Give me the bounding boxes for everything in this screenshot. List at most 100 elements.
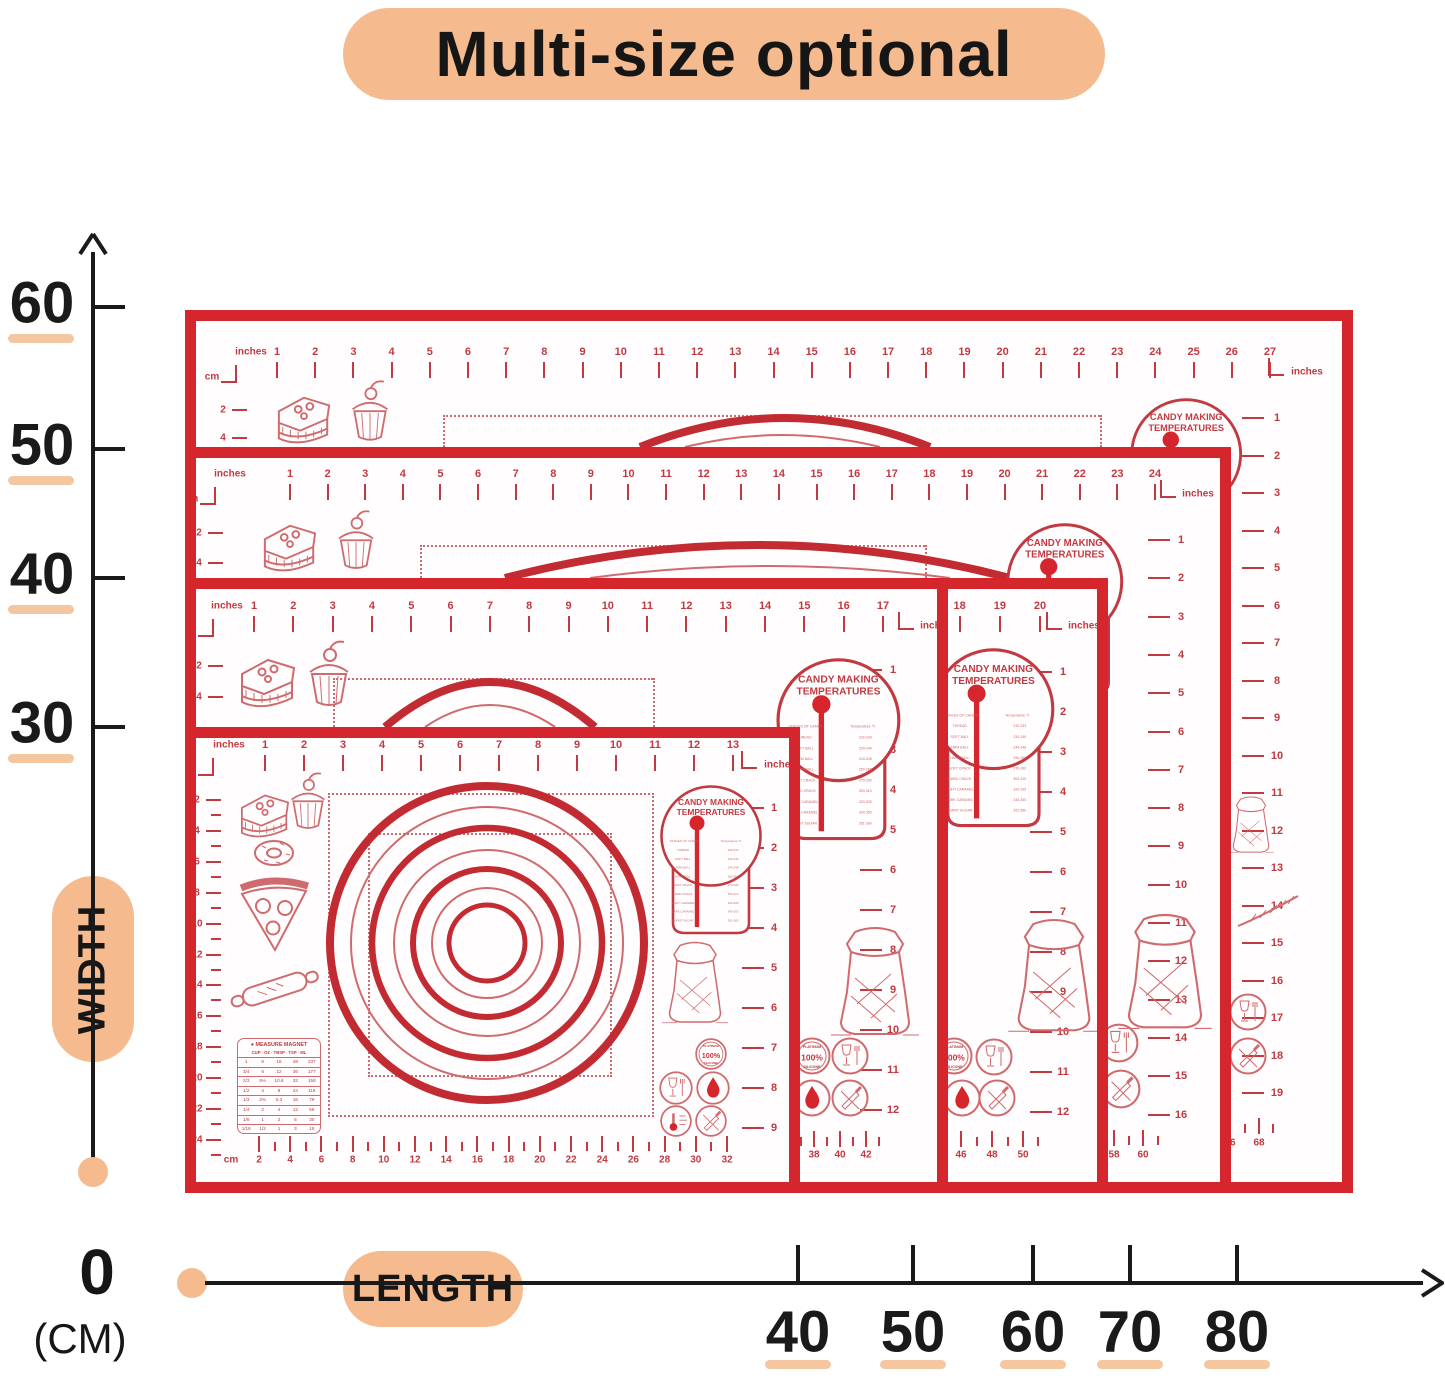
top-ruler-tick (552, 484, 555, 500)
top-ruler-number: 1 (261, 739, 269, 751)
svg-text:270-290: 270-290 (1013, 766, 1026, 770)
dotted-guide-line (1100, 415, 1102, 447)
top-ruler-tick (1116, 362, 1119, 378)
top-ruler-tick (777, 484, 780, 500)
svg-text:THREAD: THREAD (952, 724, 967, 728)
svg-text:THREAD: THREAD (797, 736, 812, 740)
svg-text:SOFT BALL: SOFT BALL (794, 746, 813, 750)
svg-text:SOFT BALL: SOFT BALL (950, 735, 969, 739)
right-ruler-dash (742, 927, 764, 929)
left-ruler-minor-dash (211, 1061, 221, 1064)
bottom-ruler-minor-tick (679, 1142, 682, 1151)
svg-text:320-335: 320-335 (1013, 788, 1026, 792)
right-ruler-number: 11 (887, 1064, 899, 1076)
left-ruler-dash (206, 860, 221, 863)
bottom-ruler-tick (445, 1136, 448, 1152)
right-ruler-number: 8 (889, 944, 897, 956)
top-ruler-tick (514, 484, 517, 500)
candy-temperature-chart: CANDY MAKING TEMPERATURES STAGES OF CAND… (659, 785, 763, 937)
right-ruler-number: 5 (1059, 826, 1067, 838)
right-ruler-dash (1030, 1031, 1052, 1033)
right-ruler-dash (1148, 768, 1170, 771)
left-ruler-number: 4 (196, 691, 202, 703)
top-ruler-tick (253, 616, 255, 632)
top-ruler-tick (528, 616, 531, 632)
top-ruler-number: 15 (810, 468, 823, 480)
left-ruler-corner-h (221, 381, 235, 383)
svg-text:351-360: 351-360 (728, 918, 739, 922)
top-ruler-tick (842, 616, 845, 632)
right-ruler-dash (1242, 604, 1264, 607)
bottom-ruler-tick (663, 1136, 666, 1152)
top-ruler-number: 5 (408, 600, 415, 612)
right-ruler-dash (1148, 615, 1170, 618)
right-ruler-number: 9 (1059, 986, 1067, 998)
right-ruler-dash (742, 1007, 764, 1009)
top-ruler-tick (1039, 616, 1041, 632)
food-safe-icon (658, 1070, 694, 1106)
width-axis-arrow-icon (78, 232, 108, 256)
bottom-ruler-tick (538, 1136, 541, 1152)
top-ruler-number: 9 (579, 346, 586, 358)
left-ruler-cm-label: cm (185, 764, 197, 776)
top-ruler-tick (665, 484, 668, 500)
right-ruler-number: 2 (1059, 706, 1067, 718)
top-ruler-end-corner-h (1046, 628, 1062, 630)
top-ruler-number: 11 (649, 739, 661, 751)
bottom-ruler-tick (601, 1136, 604, 1152)
top-ruler-inches-label: inches (764, 759, 796, 771)
cupcake-cherry-icon (328, 508, 384, 576)
bottom-ruler-minor-tick (852, 1137, 854, 1146)
bottom-ruler-number: 58 (1108, 1149, 1120, 1161)
svg-text:HARD BALL: HARD BALL (794, 768, 814, 772)
svg-text:340-350: 340-350 (1013, 798, 1026, 802)
bottom-ruler-tick (694, 1136, 697, 1152)
top-ruler-number: 17 (885, 468, 898, 480)
bottom-ruler-tick (1142, 1130, 1144, 1146)
top-ruler-number: 3 (339, 739, 347, 751)
left-ruler-minor-dash (211, 1123, 221, 1125)
right-ruler-dash (1242, 829, 1264, 832)
right-ruler-number: 8 (1059, 946, 1067, 958)
circle-arcs (630, 385, 940, 451)
right-ruler-number: 12 (886, 1104, 900, 1116)
right-ruler-number: 4 (889, 784, 897, 796)
right-ruler-dash (1242, 529, 1264, 532)
bottom-ruler-minor-tick (398, 1142, 401, 1151)
bottom-ruler-tick (865, 1131, 867, 1147)
top-ruler-tick (1269, 362, 1271, 378)
top-ruler-number: 3 (329, 600, 336, 612)
top-ruler-number: 6 (474, 468, 482, 480)
top-ruler-tick (627, 484, 630, 500)
top-ruler-number: 4 (388, 346, 395, 358)
top-ruler-tick (331, 616, 334, 632)
top-ruler-number: 8 (526, 600, 533, 612)
svg-text:FIRM BALL: FIRM BALL (676, 866, 691, 870)
width-axis-end-dot (78, 1157, 108, 1187)
right-ruler-dash (1030, 951, 1052, 953)
top-ruler-tick (803, 616, 806, 632)
svg-text:DARK CARAMEL: DARK CARAMEL (790, 811, 818, 815)
cupcake-cherry-icon (300, 638, 358, 714)
top-ruler-tick (410, 616, 413, 632)
right-ruler-number: 15 (1174, 1070, 1188, 1083)
width-axis-line (91, 252, 95, 1158)
right-ruler-number: 1 (1177, 534, 1185, 546)
svg-text:LIGHT CARAMEL: LIGHT CARAMEL (945, 788, 973, 792)
right-ruler-number: 9 (889, 984, 897, 996)
svg-text:351-360: 351-360 (858, 821, 871, 825)
right-ruler-dash (1242, 867, 1264, 869)
top-ruler-tick (420, 755, 422, 771)
top-ruler-tick (505, 362, 508, 378)
top-ruler-tick (965, 484, 968, 500)
svg-text:STAGES OF CANDY: STAGES OF CANDY (788, 725, 823, 729)
right-ruler-dash (1242, 1017, 1264, 1019)
top-ruler-number: 17 (876, 600, 890, 612)
top-ruler-number: 16 (848, 468, 861, 480)
right-ruler-dash (1030, 991, 1052, 993)
bottom-ruler-number: 6 (318, 1154, 325, 1166)
svg-text:SILICONE: SILICONE (704, 1061, 718, 1065)
flour-bag-icon (1112, 903, 1218, 1033)
svg-text:244-248: 244-248 (728, 866, 739, 870)
left-ruler-corner-v (235, 365, 237, 383)
